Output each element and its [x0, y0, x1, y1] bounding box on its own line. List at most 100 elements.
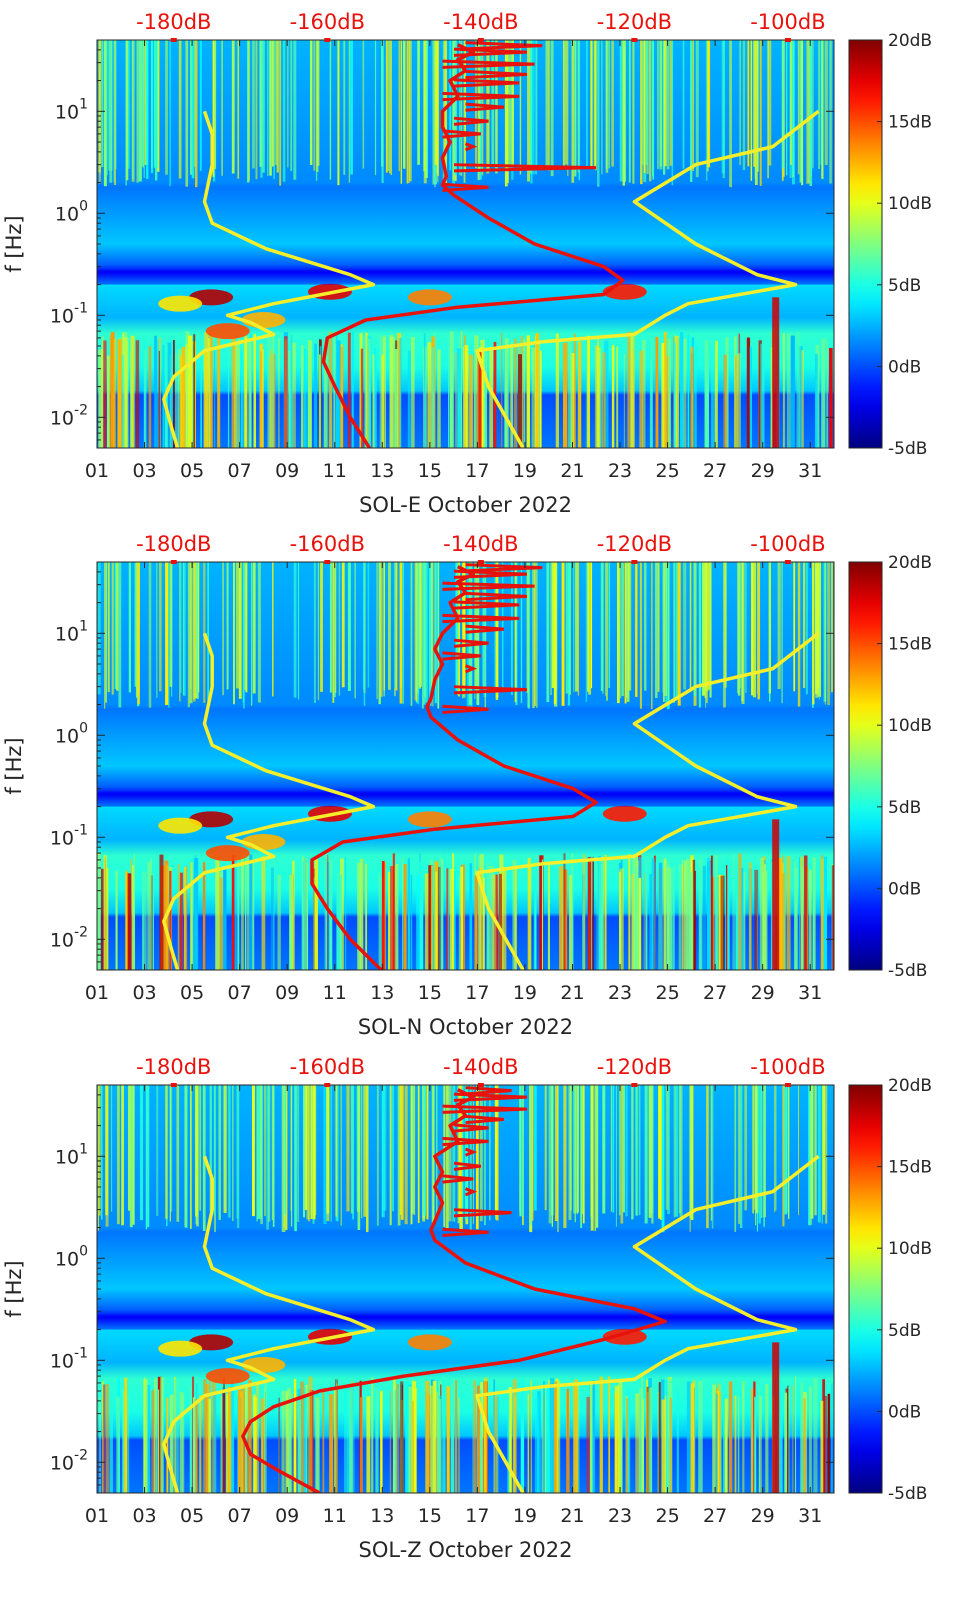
top-db-tick	[631, 1083, 638, 1087]
top-db-tick	[324, 38, 331, 42]
x-tick-label: 11	[323, 982, 347, 1004]
psd-spike	[442, 1174, 474, 1184]
psd-spike	[442, 1104, 527, 1114]
colorbar	[848, 561, 883, 971]
x-tick-label: 21	[560, 1505, 584, 1527]
x-tick-label: 25	[655, 982, 679, 1004]
psd-spike	[465, 69, 527, 80]
colorbar-label: 5dB	[888, 276, 921, 296]
x-tick-label: 23	[608, 1505, 632, 1527]
psd-spike	[442, 182, 489, 192]
psd-spike	[465, 102, 505, 112]
x-tick-label: 17	[465, 1505, 489, 1527]
top-db-tick	[784, 560, 791, 564]
chart-svg-0: 01 03 05 07 09 11 13 15 17 19 21 23 25 27 29 31 -180dB -1…	[2, 10, 932, 517]
top-db-tick	[170, 560, 177, 564]
noise-model-line-high	[475, 631, 820, 970]
top-db-tick	[784, 38, 791, 42]
top-db-label: -160dB	[290, 532, 365, 556]
x-tick-label: 21	[560, 982, 584, 1004]
x-tick-label: 27	[703, 460, 727, 482]
top-db-label: -120dB	[597, 10, 672, 34]
psd-spike	[453, 600, 520, 610]
x-tick-label: 07	[228, 982, 252, 1004]
psd-spike	[465, 1086, 512, 1096]
x-tick-label: 19	[513, 460, 537, 482]
colorbar-label: 0dB	[888, 879, 921, 899]
x-tick-label: 13	[370, 460, 394, 482]
x-tick-label: 29	[751, 1505, 775, 1527]
x-tick-label: 05	[180, 982, 204, 1004]
spectrogram	[97, 40, 834, 448]
top-db-label: -140dB	[443, 10, 518, 34]
y-axis-title: f [Hz]	[2, 215, 26, 272]
psd-spike	[465, 624, 505, 634]
x-tick-label: 27	[703, 1505, 727, 1527]
top-db-label: -180dB	[136, 532, 211, 556]
x-tick-label: 25	[655, 460, 679, 482]
x-tick-label: 31	[798, 1505, 822, 1527]
y-tick-label: 10-1	[50, 1345, 88, 1372]
colorbar-label: 15dB	[888, 1158, 932, 1178]
chart-svg-2: 01 03 05 07 09 11 13 15 17 19 21 23 25 27 29 31 -180dB -1…	[2, 1055, 932, 1562]
x-tick-label: 13	[370, 982, 394, 1004]
colorbar	[848, 39, 883, 449]
top-db-tick	[477, 1083, 484, 1087]
x-tick-label: 05	[180, 460, 204, 482]
y-tick-label: 100	[55, 198, 88, 225]
x-axis-title: SOL-N October 2022	[358, 1015, 573, 1039]
x-tick-label: 17	[465, 982, 489, 1004]
x-tick-label: 15	[418, 982, 442, 1004]
x-tick-label: 23	[608, 460, 632, 482]
noise-model-line-low	[162, 1155, 376, 1493]
psd-spike	[453, 78, 520, 88]
median-psd-line	[321, 43, 625, 448]
x-tick-label: 17	[465, 460, 489, 482]
psd-spike	[464, 664, 478, 674]
top-db-tick	[477, 560, 484, 564]
colorbar-label: 20dB	[888, 31, 932, 51]
x-tick-label: 09	[275, 460, 299, 482]
x-tick-label: 19	[513, 982, 537, 1004]
colorbar	[848, 1084, 883, 1494]
top-db-label: -140dB	[443, 1055, 518, 1079]
x-tick-label: 07	[228, 1505, 252, 1527]
x-tick-label: 29	[751, 460, 775, 482]
psd-spike	[465, 563, 543, 573]
median-psd-line	[310, 565, 598, 970]
x-axis-title: SOL-Z October 2022	[359, 1538, 573, 1562]
psd-spike	[453, 47, 527, 57]
colorbar-label: 10dB	[888, 1239, 932, 1259]
top-db-label: -180dB	[136, 1055, 211, 1079]
x-tick-label: 03	[132, 460, 156, 482]
x-tick-label: 13	[370, 1505, 394, 1527]
colorbar-label: 15dB	[888, 635, 932, 655]
psd-spike	[442, 651, 481, 661]
x-tick-label: 23	[608, 982, 632, 1004]
top-db-tick	[631, 38, 638, 42]
x-tick-label: 11	[323, 1505, 347, 1527]
noise-model-line-low	[162, 110, 376, 448]
noise-model-line-high	[475, 109, 820, 448]
top-db-label: -100dB	[750, 532, 825, 556]
y-tick-label: 10-2	[50, 1447, 88, 1474]
x-tick-label: 03	[132, 982, 156, 1004]
x-tick-label: 31	[798, 982, 822, 1004]
colorbar-label: 0dB	[888, 1402, 921, 1422]
x-tick-label: 15	[418, 1505, 442, 1527]
noise-model-line-high	[475, 1154, 820, 1493]
psd-spike	[453, 685, 527, 695]
chart-panel-sol-z: 01 03 05 07 09 11 13 15 17 19 21 23 25 27 29 31 -180dB -1…	[0, 1045, 962, 1578]
colorbar-label: -5dB	[888, 1484, 927, 1504]
top-db-label: -100dB	[750, 1055, 825, 1079]
colorbar-label: -5dB	[888, 439, 927, 459]
top-db-tick	[784, 1083, 791, 1087]
top-db-tick	[477, 38, 484, 42]
psd-spike	[465, 591, 527, 602]
x-tick-label: 09	[275, 982, 299, 1004]
y-tick-label: 101	[55, 96, 88, 123]
y-tick-label: 101	[55, 618, 88, 645]
y-tick-label: 10-2	[50, 402, 88, 429]
psd-spike	[442, 129, 481, 139]
psd-spike	[453, 638, 489, 648]
